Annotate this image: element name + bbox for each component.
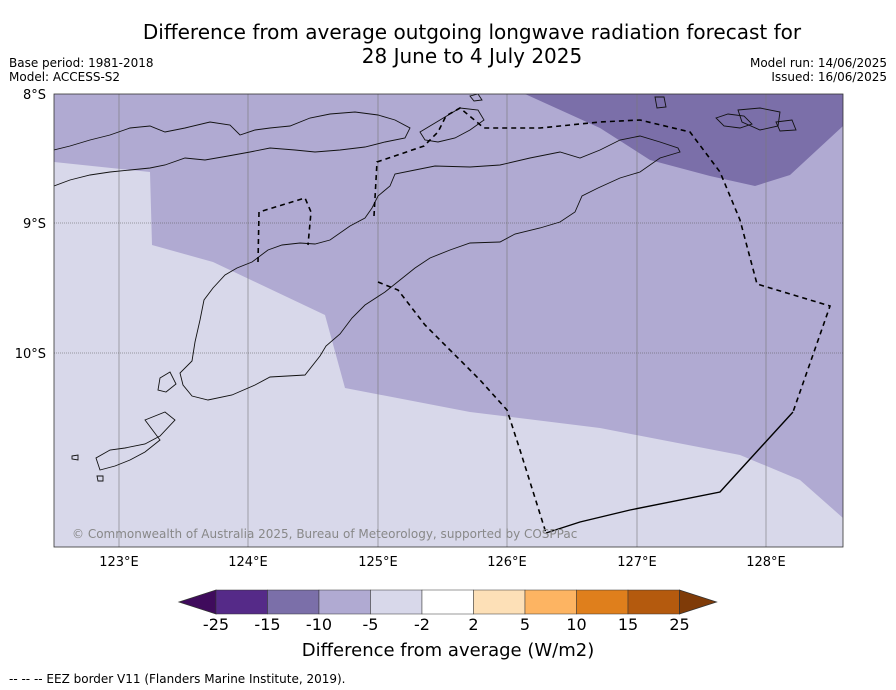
- lon-label: 123°E: [99, 555, 139, 570]
- anomaly-region-dark: [525, 94, 843, 186]
- colorbar-tick-label: 2: [468, 615, 478, 634]
- eez-borders: [257, 107, 832, 534]
- colorbar-segment: [267, 589, 320, 615]
- eez-border-solid: [545, 411, 794, 534]
- issued-text: Issued: 16/06/2025: [771, 70, 887, 84]
- lon-label: 125°E: [358, 555, 398, 570]
- title-line-1: Difference from average outgoing longwav…: [142, 20, 802, 44]
- eez-footnote: -- -- -- EEZ border V11 (Flanders Marine…: [9, 672, 346, 686]
- flores-coastline: [54, 111, 411, 187]
- lat-label: 9°S: [23, 217, 46, 232]
- small-island-6: [95, 411, 176, 471]
- model-run-text: Model run: 14/06/2025: [749, 56, 887, 70]
- lon-labels: 123°E 124°E 125°E 126°E 127°E 128°E: [99, 555, 786, 570]
- lon-label: 127°E: [617, 555, 657, 570]
- model-text: Model: ACCESS-S2: [9, 70, 121, 84]
- colorbar-tick-label: 10: [566, 615, 586, 634]
- map-lat-lines: [54, 222, 843, 354]
- title-line-2: 28 June to 4 July 2025: [361, 44, 583, 68]
- colorbar-tick-label: 25: [669, 615, 689, 634]
- base-period-text: Base period: 1981-2018: [9, 56, 154, 70]
- coastlines: [54, 94, 797, 482]
- eez-border-wetar: [373, 107, 832, 413]
- small-island-8: [96, 475, 104, 482]
- colorbar-segment: [627, 589, 680, 615]
- colorbar-tick-label: -5: [363, 615, 379, 634]
- colorbar-tick-label: 5: [520, 615, 530, 634]
- colorbar-extension-high: [679, 589, 718, 615]
- colorbar-tick-label: 15: [618, 615, 638, 634]
- lon-label: 126°E: [487, 555, 527, 570]
- lon-label: 124°E: [228, 555, 268, 570]
- meta-left: Base period: 1981-2018 Model: ACCESS-S2: [9, 56, 154, 84]
- lat-label: 10°S: [15, 347, 46, 362]
- small-island-3: [775, 119, 797, 132]
- map-gridlines: [118, 94, 767, 547]
- eez-border-south: [377, 281, 547, 534]
- colorbar-tick-label: -2: [414, 615, 430, 634]
- colorbar-extension-low: [177, 589, 217, 615]
- map-panel: © Commonwealth of Australia 2025, Bureau…: [54, 94, 843, 547]
- lat-label: 8°S: [23, 88, 46, 103]
- small-island-5: [157, 371, 177, 393]
- timor-island-coastline: [179, 135, 681, 401]
- colorbar-segment: [370, 589, 423, 615]
- colorbar-label: Difference from average (W/m2): [301, 640, 595, 661]
- map-frame: [53, 93, 844, 548]
- colorbar-segment: [421, 589, 474, 615]
- colorbar-tick-label: -10: [306, 615, 332, 634]
- colorbar-segment: [473, 589, 526, 615]
- colorbar-segment: [576, 589, 629, 615]
- colorbar-tick-label: -25: [203, 615, 229, 634]
- colorbar-segment: [215, 589, 268, 615]
- small-island-7: [71, 454, 79, 461]
- colorbar-segment: [524, 589, 577, 615]
- colorbar-tick-label: -15: [254, 615, 280, 634]
- anomaly-region-medium: [54, 94, 843, 518]
- colorbar-segment: [318, 589, 371, 615]
- lon-label: 128°E: [746, 555, 786, 570]
- copyright-text: © Commonwealth of Australia 2025, Bureau…: [72, 527, 577, 541]
- small-island-4: [654, 96, 667, 109]
- meta-right: Model run: 14/06/2025 Issued: 16/06/2025: [750, 56, 887, 84]
- small-island-1: [715, 113, 753, 129]
- chart-title: Difference from average outgoing longwav…: [100, 20, 844, 68]
- lat-labels: 8°S 9°S 10°S: [15, 88, 46, 362]
- small-island-9: [469, 94, 483, 102]
- colorbar: -25 -15 -10 -5 -2 2 5 10 15 25: [177, 589, 718, 634]
